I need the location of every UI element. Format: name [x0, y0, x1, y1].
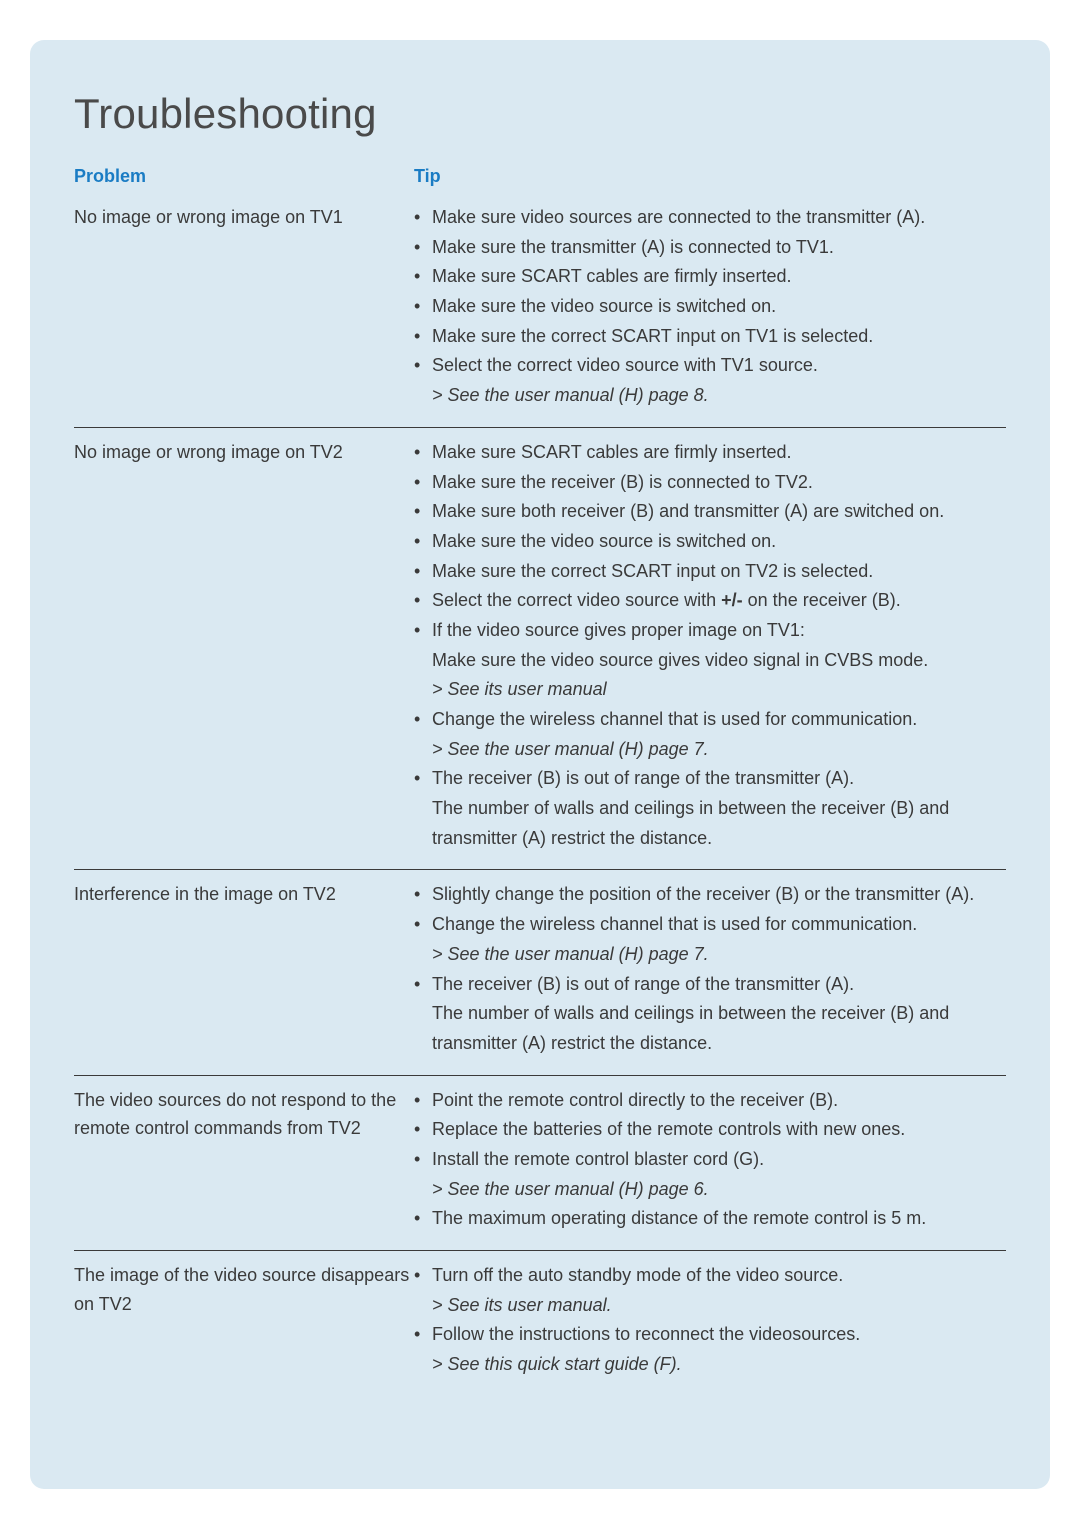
tip-bold: +/-	[721, 590, 743, 610]
tip-text: Make sure both receiver (B) and transmit…	[432, 501, 944, 521]
tip-item: Make sure video sources are connected to…	[414, 203, 1006, 233]
tip-text: Point the remote control directly to the…	[432, 1090, 838, 1110]
tip-text: Make sure video sources are connected to…	[432, 207, 925, 227]
tips-list: Slightly change the position of the rece…	[414, 880, 1006, 1058]
tip-reference: > See the user manual (H) page 6.	[432, 1175, 1006, 1205]
tip-item: Change the wireless channel that is used…	[414, 705, 1006, 764]
tip-reference: > See its user manual.	[432, 1291, 1006, 1321]
problem-text: Interference in the image on TV2	[74, 880, 414, 909]
problem-text: The image of the video source disappears…	[74, 1261, 414, 1319]
tip-reference: > See the user manual (H) page 7.	[432, 735, 1006, 765]
tips-list: Point the remote control directly to the…	[414, 1086, 1006, 1234]
troubleshoot-section: The video sources do not respond to the …	[74, 1076, 1006, 1251]
tip-reference: > See the user manual (H) page 7.	[432, 940, 1006, 970]
tip-item: Replace the batteries of the remote cont…	[414, 1115, 1006, 1145]
tips-list: Make sure video sources are connected to…	[414, 203, 1006, 411]
tip-text: Select the correct video source with	[432, 590, 721, 610]
tip-item: The receiver (B) is out of range of the …	[414, 764, 1006, 853]
tip-reference: > See its user manual	[432, 675, 1006, 705]
page-title: Troubleshooting	[74, 90, 1006, 138]
tip-text: Select the correct video source with TV1…	[432, 355, 818, 375]
tip-text: If the video source gives proper image o…	[432, 620, 805, 640]
tip-reference: > See this quick start guide (F).	[432, 1350, 1006, 1380]
tip-item: Install the remote control blaster cord …	[414, 1145, 1006, 1204]
sections-container: No image or wrong image on TV1 Make sure …	[74, 193, 1006, 1396]
tip-item: Follow the instructions to reconnect the…	[414, 1320, 1006, 1379]
tip-item: The receiver (B) is out of range of the …	[414, 970, 1006, 1059]
tip-item: Make sure the receiver (B) is connected …	[414, 468, 1006, 498]
tip-text: Make sure SCART cables are firmly insert…	[432, 442, 791, 462]
tip-item: The maximum operating distance of the re…	[414, 1204, 1006, 1234]
tip-item: Make sure SCART cables are firmly insert…	[414, 262, 1006, 292]
tip-item: Make sure both receiver (B) and transmit…	[414, 497, 1006, 527]
tip-text: Install the remote control blaster cord …	[432, 1149, 764, 1169]
tip-item: If the video source gives proper image o…	[414, 616, 1006, 705]
tip-text: The receiver (B) is out of range of the …	[432, 768, 854, 788]
tip-text: Make sure the transmitter (A) is connect…	[432, 237, 834, 257]
problem-text: The video sources do not respond to the …	[74, 1086, 414, 1144]
tip-item: Turn off the auto standby mode of the vi…	[414, 1261, 1006, 1320]
tip-text: Make sure the correct SCART input on TV1…	[432, 326, 873, 346]
tip-text: Follow the instructions to reconnect the…	[432, 1324, 860, 1344]
tip-item: Point the remote control directly to the…	[414, 1086, 1006, 1116]
tip-item: Select the correct video source with TV1…	[414, 351, 1006, 410]
tip-item: Make sure the transmitter (A) is connect…	[414, 233, 1006, 263]
tip-item: Change the wireless channel that is used…	[414, 910, 1006, 969]
tip-text: Slightly change the position of the rece…	[432, 884, 974, 904]
problem-text: No image or wrong image on TV1	[74, 203, 414, 232]
tip-text: Make sure the video source is switched o…	[432, 531, 776, 551]
tip-item: Make sure the correct SCART input on TV1…	[414, 322, 1006, 352]
tip-text: Make sure the correct SCART input on TV2…	[432, 561, 873, 581]
troubleshoot-section: The image of the video source disappears…	[74, 1251, 1006, 1396]
tip-item: Select the correct video source with +/-…	[414, 586, 1006, 616]
tip-reference: > See the user manual (H) page 8.	[432, 381, 1006, 411]
troubleshoot-section: Interference in the image on TV2 Slightly…	[74, 870, 1006, 1075]
tip-item: Make sure the correct SCART input on TV2…	[414, 557, 1006, 587]
tip-subtext: The number of walls and ceilings in betw…	[432, 794, 1006, 853]
troubleshoot-section: No image or wrong image on TV2 Make sure …	[74, 428, 1006, 871]
tip-text: Make sure the receiver (B) is connected …	[432, 472, 813, 492]
tip-text: Turn off the auto standby mode of the vi…	[432, 1265, 843, 1285]
tip-item: Make sure SCART cables are firmly insert…	[414, 438, 1006, 468]
tip-text: Make sure SCART cables are firmly insert…	[432, 266, 791, 286]
tip-text: The maximum operating distance of the re…	[432, 1208, 926, 1228]
tip-item: Make sure the video source is switched o…	[414, 292, 1006, 322]
tip-item: Make sure the video source is switched o…	[414, 527, 1006, 557]
tip-text: Change the wireless channel that is used…	[432, 914, 917, 934]
tip-subtext: Make sure the video source gives video s…	[432, 646, 1006, 676]
tips-list: Turn off the auto standby mode of the vi…	[414, 1261, 1006, 1380]
tip-item: Slightly change the position of the rece…	[414, 880, 1006, 910]
tip-text: Change the wireless channel that is used…	[432, 709, 917, 729]
problem-header: Problem	[74, 166, 414, 187]
tip-text: Replace the batteries of the remote cont…	[432, 1119, 905, 1139]
tip-header: Tip	[414, 166, 1006, 187]
tip-text: Make sure the video source is switched o…	[432, 296, 776, 316]
troubleshooting-page: Troubleshooting Problem Tip No image or …	[30, 40, 1050, 1489]
tips-list: Make sure SCART cables are firmly insert…	[414, 438, 1006, 854]
problem-text: No image or wrong image on TV2	[74, 438, 414, 467]
tip-text: The receiver (B) is out of range of the …	[432, 974, 854, 994]
table-header: Problem Tip	[74, 166, 1006, 187]
tip-subtext: The number of walls and ceilings in betw…	[432, 999, 1006, 1058]
troubleshoot-section: No image or wrong image on TV1 Make sure …	[74, 193, 1006, 428]
tip-text: on the receiver (B).	[743, 590, 901, 610]
